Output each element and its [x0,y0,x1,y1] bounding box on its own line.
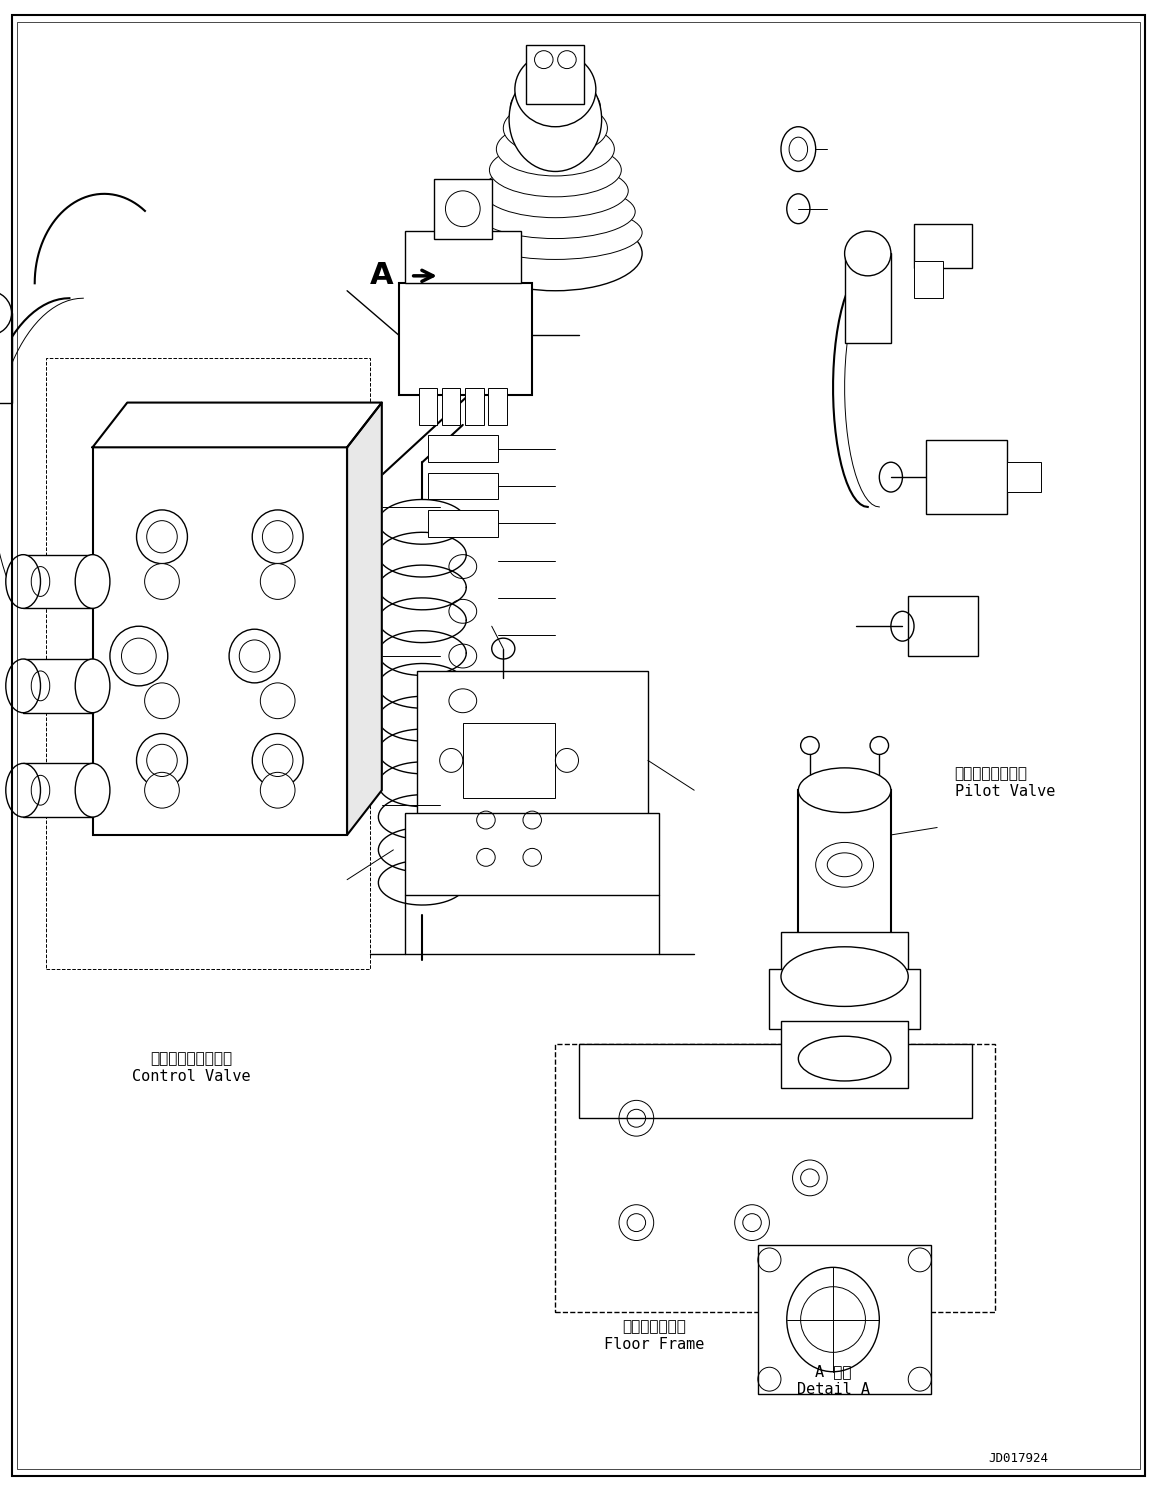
Bar [463,723,555,798]
Bar [399,283,532,395]
Bar [442,388,460,425]
Polygon shape [93,403,382,447]
Ellipse shape [469,216,642,291]
Bar [405,231,521,283]
Ellipse shape [260,683,295,719]
Text: フロアフレーム
Floor Frame: フロアフレーム Floor Frame [604,1320,703,1352]
Bar [23,555,93,608]
Bar [914,224,972,268]
Ellipse shape [260,564,295,599]
Text: A 詳細
Detail A: A 詳細 Detail A [796,1364,870,1397]
Ellipse shape [798,768,891,813]
Bar [526,45,584,104]
Ellipse shape [137,734,187,787]
Ellipse shape [781,127,816,171]
Bar [46,358,370,969]
Bar [908,596,978,656]
Ellipse shape [870,737,889,754]
Ellipse shape [145,564,179,599]
Bar [419,388,437,425]
Text: パイロットバルブ
Pilot Valve: パイロットバルブ Pilot Valve [955,766,1055,799]
Bar [926,440,1007,514]
Bar [93,447,347,835]
Bar [0,313,12,403]
Ellipse shape [489,143,621,197]
Bar [1007,462,1041,492]
Ellipse shape [110,626,168,686]
Bar [465,388,484,425]
Ellipse shape [75,763,110,817]
Bar [417,671,648,820]
Bar [769,969,920,1029]
Bar [23,659,93,713]
Bar [555,1044,995,1312]
Ellipse shape [509,67,602,171]
Bar [758,1245,931,1394]
Ellipse shape [469,206,642,259]
Ellipse shape [801,737,819,754]
Bar [434,179,492,239]
Ellipse shape [75,555,110,608]
Ellipse shape [75,659,110,713]
Ellipse shape [252,734,303,787]
Bar [23,763,93,817]
Polygon shape [347,403,382,835]
Ellipse shape [515,52,596,127]
Ellipse shape [845,231,891,276]
Ellipse shape [510,81,600,134]
Ellipse shape [496,122,614,176]
Ellipse shape [781,947,908,1006]
Bar [428,510,498,537]
Bar [798,790,891,939]
Ellipse shape [137,510,187,564]
Ellipse shape [229,629,280,683]
Bar [914,261,943,298]
Text: JD017924: JD017924 [988,1452,1048,1464]
Bar [781,1021,908,1088]
Text: A: A [370,261,393,291]
Ellipse shape [0,291,12,335]
Ellipse shape [260,772,295,808]
Bar [405,813,659,895]
Ellipse shape [503,101,607,155]
Ellipse shape [6,555,40,608]
Text: コントロールバルブ
Control Valve: コントロールバルブ Control Valve [132,1051,250,1084]
Bar [428,473,498,499]
Bar [488,388,507,425]
Ellipse shape [6,763,40,817]
Bar [845,253,891,343]
Bar [428,435,498,462]
Bar [781,932,908,977]
Ellipse shape [145,772,179,808]
Bar [578,1044,972,1118]
Ellipse shape [482,164,628,218]
Ellipse shape [252,510,303,564]
Ellipse shape [476,185,635,239]
Ellipse shape [6,659,40,713]
Ellipse shape [798,1036,891,1081]
Ellipse shape [145,683,179,719]
